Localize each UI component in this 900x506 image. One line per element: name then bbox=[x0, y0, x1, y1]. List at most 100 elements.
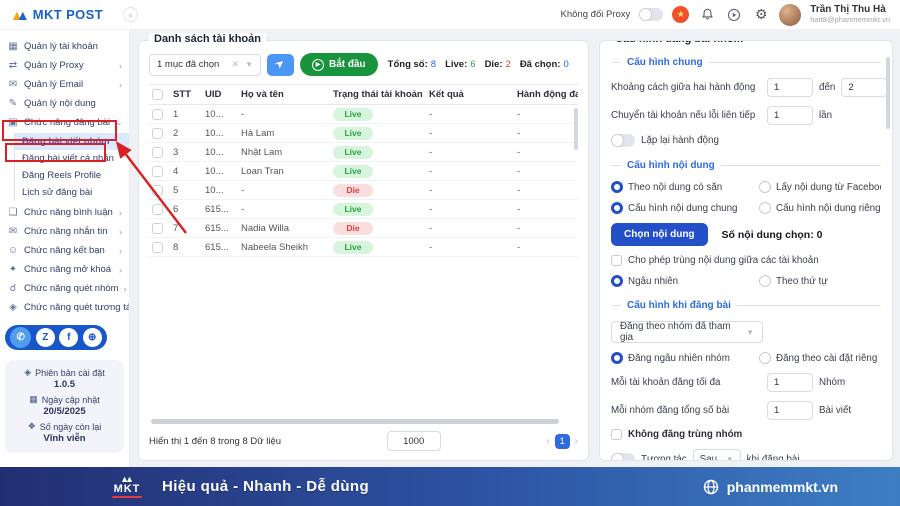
select-all-checkbox[interactable] bbox=[152, 89, 163, 100]
radio-random-group[interactable] bbox=[611, 352, 623, 364]
radio-facebook-content[interactable] bbox=[759, 181, 771, 193]
chevron-right-icon: › bbox=[123, 283, 127, 294]
table-row[interactable]: 3 10... Nhật Lam Live - - bbox=[149, 143, 578, 162]
sidebar-item-comments[interactable]: ❏ Chức năng bình luận › bbox=[0, 203, 129, 222]
row-checkbox[interactable] bbox=[152, 222, 163, 234]
table-row[interactable]: 7 615... Nadia Willa Die - - bbox=[149, 219, 578, 238]
gap-from-input[interactable] bbox=[767, 78, 813, 97]
row-checkbox[interactable] bbox=[152, 127, 163, 139]
user-menu[interactable]: Trần Thị Thu Hà hatt8@phanmemmkt.vn bbox=[810, 4, 890, 24]
row-checkbox[interactable] bbox=[152, 241, 163, 253]
star-badge-icon[interactable]: ★ bbox=[672, 6, 690, 23]
paper-plane-icon: ➤ bbox=[272, 56, 288, 72]
sidebar-item-friends[interactable]: ☺ Chức năng kết bạn › bbox=[0, 241, 129, 260]
sidebar-subitem-post-group[interactable]: Đăng bài viết nhóm bbox=[15, 133, 129, 150]
zalo-icon[interactable]: Z bbox=[35, 328, 55, 347]
clear-icon[interactable]: ✕ bbox=[231, 59, 240, 69]
total-posts-input[interactable] bbox=[767, 401, 813, 420]
sidebar-subitem-post-reels[interactable]: Đăng Reels Profile bbox=[22, 170, 102, 181]
sidebar-collapse-button[interactable]: ‹ bbox=[123, 7, 139, 22]
rows-summary: Hiển thị 1 đến 8 trong 8 Dữ liệu bbox=[149, 435, 282, 447]
chevron-down-icon: ▼ bbox=[725, 454, 734, 461]
sidebar-subitem-post-personal[interactable]: Đăng bài viết cá nhân bbox=[22, 153, 114, 164]
max-groups-input[interactable] bbox=[767, 373, 813, 392]
table-vertical-scrollbar[interactable] bbox=[574, 108, 578, 150]
radio-common-content[interactable] bbox=[611, 202, 623, 214]
col-header-uid: UID bbox=[205, 89, 222, 100]
page-size-input[interactable] bbox=[386, 431, 441, 451]
table-row[interactable]: 4 10... Loan Tran Live - - bbox=[149, 162, 578, 181]
col-header-stt: STT bbox=[173, 89, 191, 100]
gap-to-input[interactable] bbox=[841, 78, 888, 97]
allow-duplicate-checkbox[interactable] bbox=[611, 255, 622, 266]
chevron-right-icon: › bbox=[119, 264, 122, 275]
interact-toggle[interactable] bbox=[611, 452, 635, 460]
radio-separate-content[interactable] bbox=[759, 202, 771, 214]
page-1-button[interactable]: 1 bbox=[554, 433, 570, 449]
start-button[interactable]: ▶ Bắt đầu bbox=[300, 53, 378, 76]
sidebar-item-scan-interactions[interactable]: ◈ Chức năng quét tương tác bbox=[0, 298, 129, 317]
version-value: 1.0.5 bbox=[53, 379, 76, 390]
account-toolbar: 1 mục đã chọn ✕ ▼ ➤ ▶ Bắt đầu Tổng số: 8 … bbox=[139, 41, 588, 84]
next-page-button[interactable]: › bbox=[574, 435, 578, 447]
play-circle-icon[interactable] bbox=[725, 6, 743, 24]
mkt-logo-text: MKT bbox=[113, 483, 141, 495]
table-horizontal-scrollbar[interactable] bbox=[151, 419, 559, 424]
selection-dropdown[interactable]: 1 mục đã chọn ✕ ▼ bbox=[149, 53, 261, 76]
sidebar-item-label: Chức năng nhắn tin bbox=[24, 226, 108, 237]
row-checkbox[interactable] bbox=[152, 146, 163, 158]
interact-suffix: khi đăng bài bbox=[746, 453, 800, 461]
section-content: Cấu hình nội dung bbox=[611, 160, 881, 171]
no-duplicate-group-checkbox[interactable] bbox=[611, 429, 622, 440]
sidebar-item-unlock[interactable]: ✦ Chức năng mở khoá › bbox=[0, 260, 129, 279]
repeat-action-toggle[interactable] bbox=[611, 134, 635, 147]
switch-account-label: Chuyển tài khoản nếu lỗi liên tiếp bbox=[611, 110, 756, 121]
comment-icon: ❏ bbox=[8, 207, 18, 218]
sidebar-item-posting[interactable]: ▣ Chức năng đăng bài ⌄ bbox=[0, 113, 129, 132]
proxy-toggle[interactable] bbox=[639, 8, 664, 21]
days-label: Số ngày còn lại bbox=[39, 421, 102, 432]
pagination: ‹ 1 › bbox=[546, 433, 578, 449]
stat-die-label: Die: bbox=[484, 59, 503, 70]
sidebar-item-content[interactable]: ✎ Quản lý nội dung bbox=[0, 94, 129, 113]
prev-page-button[interactable]: ‹ bbox=[546, 435, 550, 447]
support-headset-icon[interactable]: ✆ bbox=[10, 327, 32, 348]
radio-available-content[interactable] bbox=[611, 181, 623, 193]
bell-icon[interactable] bbox=[698, 6, 716, 24]
version-icon: ◈ bbox=[24, 367, 32, 377]
facebook-icon[interactable]: f bbox=[59, 328, 79, 347]
sidebar-item-accounts[interactable]: ▦ Quản lý tài khoản bbox=[0, 37, 129, 56]
row-checkbox[interactable] bbox=[152, 203, 163, 215]
choose-content-button[interactable]: Chọn nội dung bbox=[611, 223, 708, 246]
account-stats: Tổng số: 8 Live: 6 Die: 2 Đã chọn: 0 bbox=[388, 59, 569, 70]
user-avatar[interactable] bbox=[779, 3, 802, 26]
globe-icon[interactable]: ⊕ bbox=[82, 328, 102, 347]
telegram-send-button[interactable]: ➤ bbox=[267, 53, 294, 76]
status-badge: Live bbox=[333, 107, 373, 121]
radio-order-content[interactable] bbox=[759, 275, 771, 287]
status-badge: Live bbox=[333, 202, 373, 216]
website-link[interactable]: phanmemmkt.vn bbox=[703, 479, 838, 495]
interact-timing-select[interactable]: Sau ▼ bbox=[692, 449, 741, 461]
post-mode-select[interactable]: Đăng theo nhóm đã tham gia ▼ bbox=[611, 321, 763, 343]
switch-account-input[interactable] bbox=[767, 106, 813, 125]
table-row[interactable]: 2 10... Hà Lam Live - - bbox=[149, 124, 578, 143]
sidebar-item-scan-groups[interactable]: ☌ Chức năng quét nhóm › bbox=[0, 279, 129, 298]
sidebar-item-email[interactable]: ✉ Quản lý Email › bbox=[0, 75, 129, 94]
radio-custom-settings[interactable] bbox=[759, 352, 771, 364]
sidebar-item-messaging[interactable]: ✉ Chức năng nhắn tin › bbox=[0, 222, 129, 241]
sidebar-subitem-post-history[interactable]: Lịch sử đăng bài bbox=[22, 187, 93, 198]
switch-unit: lần bbox=[819, 110, 833, 121]
config-vertical-scrollbar[interactable] bbox=[886, 57, 890, 129]
chevron-right-icon: › bbox=[119, 226, 122, 237]
gear-icon[interactable]: ⚙ bbox=[754, 6, 768, 22]
radio-random-content[interactable] bbox=[611, 275, 623, 287]
row-checkbox[interactable] bbox=[152, 108, 163, 120]
table-row[interactable]: 8 615... Nabeela Sheikh Live - - bbox=[149, 238, 578, 257]
table-row[interactable]: 5 10... - Die - - bbox=[149, 181, 578, 200]
table-row[interactable]: 1 10... - Live - - bbox=[149, 105, 578, 124]
sidebar-item-proxy[interactable]: ⇄ Quản lý Proxy › bbox=[0, 56, 129, 75]
table-row[interactable]: 6 615... - Live - - bbox=[149, 200, 578, 219]
row-checkbox[interactable] bbox=[152, 165, 163, 177]
row-checkbox[interactable] bbox=[152, 184, 163, 196]
